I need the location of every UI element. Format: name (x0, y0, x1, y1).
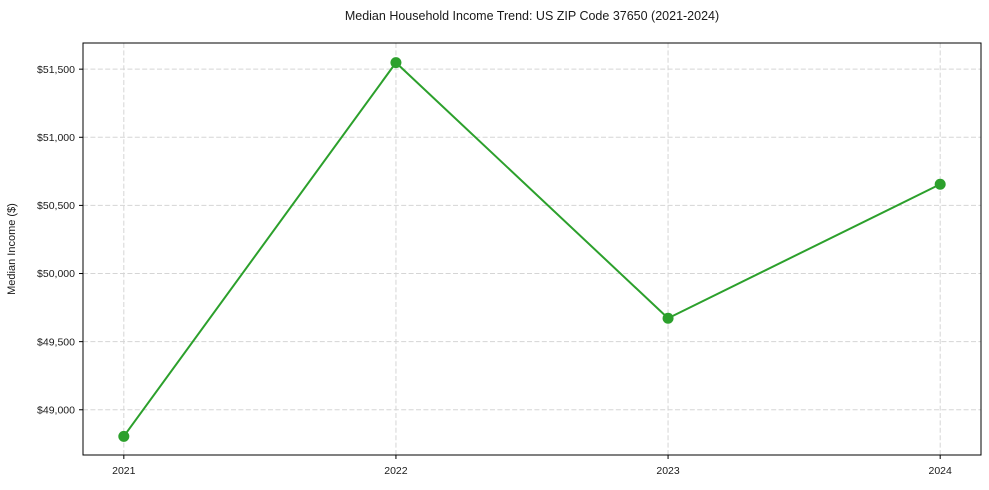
y-tick-label: $51,500 (37, 64, 75, 76)
series-median-income (118, 57, 946, 442)
data-point-2024 (934, 178, 946, 190)
x-tick-label: 2024 (929, 465, 953, 477)
axis-tick-marks (79, 68, 941, 459)
series-line (122, 61, 942, 438)
x-tick-labels: 2021 2022 2023 2024 (112, 465, 952, 477)
chart-title: Median Household Income Trend: US ZIP Co… (345, 9, 719, 23)
x-tick-label: 2023 (656, 465, 680, 477)
plot-border (82, 42, 982, 456)
y-tick-labels: $49,000 $49,500 $50,000 $50,500 $51,000 $51,5… (37, 64, 75, 417)
data-point-2021 (118, 430, 130, 442)
data-point-2023 (662, 312, 674, 324)
y-tick-label: $49,000 (37, 404, 75, 416)
data-point-2022 (390, 57, 402, 69)
y-tick-label: $50,500 (37, 200, 75, 212)
x-tick-label: 2021 (112, 465, 136, 477)
gridlines (83, 43, 981, 455)
x-tick-label: 2022 (384, 465, 408, 477)
y-tick-label: $49,500 (37, 336, 75, 348)
y-tick-label: $51,000 (37, 132, 75, 144)
y-axis-label: Median Income ($) (6, 203, 18, 295)
y-tick-label: $50,000 (37, 268, 75, 280)
